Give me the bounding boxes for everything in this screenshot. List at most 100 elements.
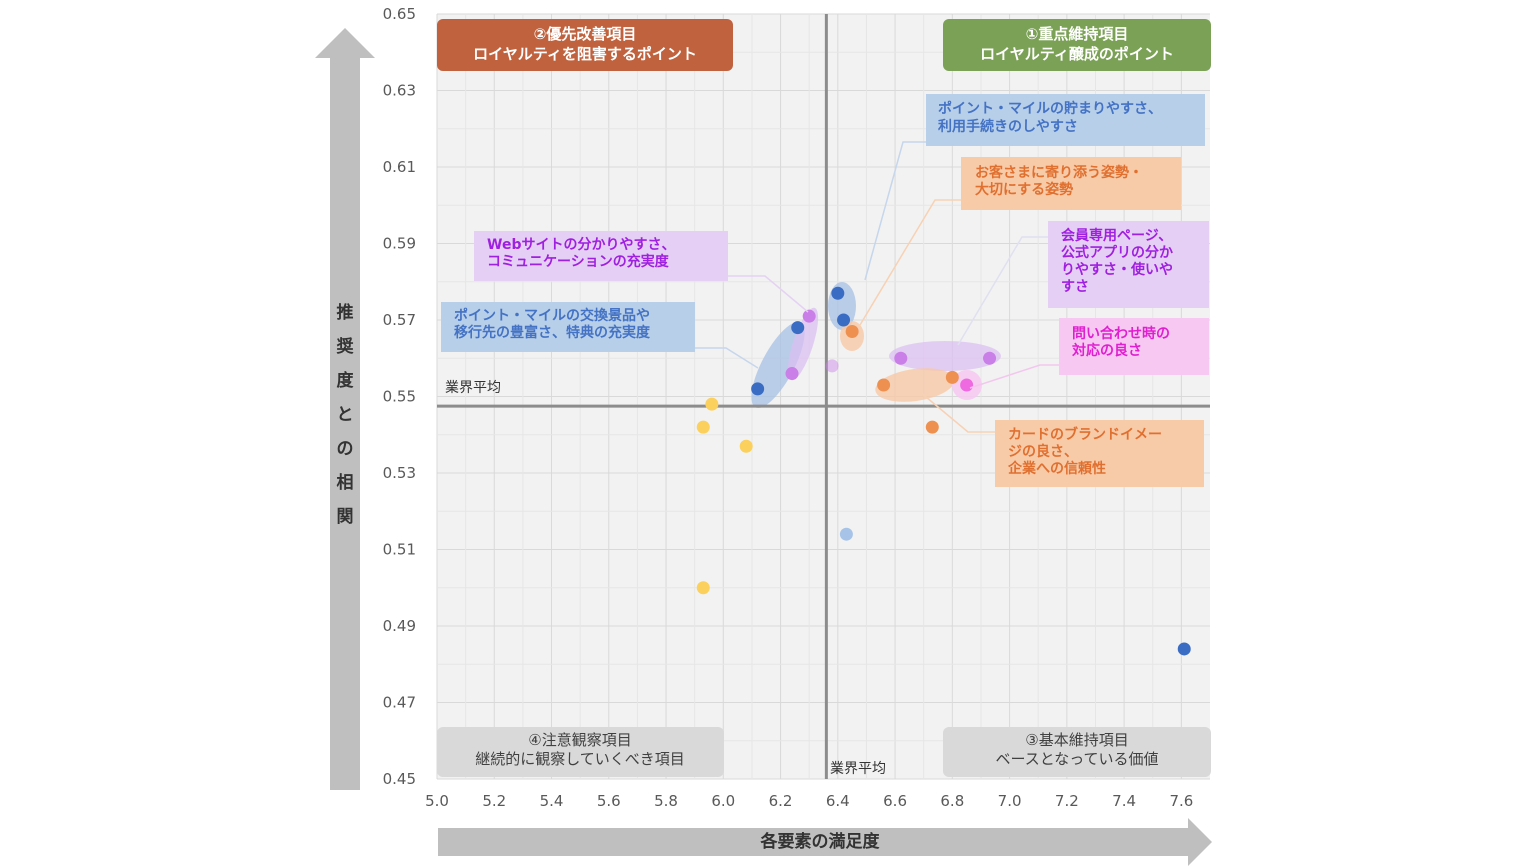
- x-tick-label: 5.0: [425, 792, 449, 810]
- y-tick-label: 0.47: [383, 694, 416, 712]
- quadrant-q3-line2: ベースとなっている価値: [995, 750, 1158, 768]
- y-axis-arrow: [315, 28, 375, 790]
- x-tick-label: 6.4: [826, 792, 850, 810]
- quadrant-q2: ②優先改善項目 ロイヤルティを阻害するポイント: [437, 19, 733, 71]
- callout-member-page-line4: すさ: [1061, 279, 1089, 295]
- callout-mile-exchange: ポイント・マイルの交換景品や 移行先の豊富さ、特典の充実度: [441, 302, 695, 352]
- y-tick-label: 0.61: [383, 158, 416, 176]
- callout-mile-exchange-line2: 移行先の豊富さ、特典の充実度: [454, 324, 651, 341]
- callout-inquiry: 問い合わせ時の 対応の良さ: [1059, 318, 1209, 375]
- quadrant-q4-line1: ④注意観察項目: [528, 731, 631, 749]
- x-tick-label: 6.6: [883, 792, 907, 810]
- data-point-yellow: [696, 420, 710, 434]
- y-tick-label: 0.55: [383, 388, 416, 406]
- callout-website-line2: コミュニケーションの充実度: [487, 253, 670, 270]
- y-tick-label: 0.57: [383, 311, 416, 329]
- y-tick-label: 0.65: [383, 5, 416, 23]
- callout-inquiry-line1: 問い合わせ時の: [1072, 325, 1170, 342]
- quadrant-q2-box: [437, 19, 733, 71]
- callout-member-page-line1: 会員専用ページ、: [1061, 227, 1172, 244]
- data-points: [696, 286, 1191, 656]
- data-point-yellow: [739, 439, 753, 453]
- leader-customer-attitude: [859, 199, 961, 326]
- y-axis-title-char: の: [337, 439, 354, 459]
- quadrant-q3-box: [943, 727, 1211, 777]
- y-tick-label: 0.63: [383, 82, 416, 100]
- callout-customer-attitude: お客さまに寄り添う姿勢・ 大切にする姿勢: [961, 157, 1181, 210]
- avg-label-horizontal: 業界平均: [445, 380, 501, 396]
- callout-brand-line2: ジの良さ、: [1008, 443, 1078, 460]
- callout-website: Webサイトの分かりやすさ、 コミュニケーションの充実度: [474, 231, 728, 281]
- x-tick-label: 7.2: [1055, 792, 1079, 810]
- x-tick-label: 5.2: [482, 792, 506, 810]
- data-point-purple: [894, 351, 908, 365]
- x-tick-label: 5.4: [540, 792, 564, 810]
- cluster-orange-right: [875, 368, 955, 402]
- data-point-blue: [837, 313, 851, 327]
- y-axis-title-char: 関: [337, 507, 354, 527]
- leader-brand: [919, 391, 995, 433]
- data-point-yellow: [696, 581, 710, 595]
- leader-mile-exchange: [694, 347, 759, 369]
- x-tick-label: 7.0: [998, 792, 1022, 810]
- y-tick-label: 0.49: [383, 617, 416, 635]
- x-tick-label: 6.8: [940, 792, 964, 810]
- y-tick-label: 0.51: [383, 541, 416, 559]
- x-tick-label: 7.6: [1169, 792, 1193, 810]
- x-tick-label: 5.8: [654, 792, 678, 810]
- y-tick-label: 0.53: [383, 464, 416, 482]
- x-tick-label: 5.6: [597, 792, 621, 810]
- quadrant-q1-line2: ロイヤルティ醸成のポイント: [980, 45, 1174, 63]
- data-point-purple: [785, 367, 799, 381]
- data-point-purple: [983, 351, 997, 365]
- y-tick-label: 0.59: [383, 235, 416, 253]
- data-point-blue: [1177, 642, 1191, 656]
- leader-website: [728, 275, 809, 313]
- x-tick-label: 7.4: [1112, 792, 1136, 810]
- data-point-blue: [791, 321, 805, 335]
- avg-label-vertical: 業界平均: [830, 761, 886, 777]
- x-tick-label: 6.2: [769, 792, 793, 810]
- data-point-orange: [845, 324, 859, 338]
- quadrant-q3-line1: ③基本維持項目: [1025, 731, 1128, 749]
- quadrant-q4: ④注意観察項目 継続的に観察していくべき項目: [437, 727, 724, 777]
- quadrant-q1-box: [943, 19, 1211, 71]
- data-point-orange: [877, 378, 891, 392]
- x-axis-title: 各要素の満足度: [760, 831, 881, 852]
- data-point-orange: [945, 370, 959, 384]
- callout-mile-accumulate-line1: ポイント・マイルの貯まりやすさ、: [938, 100, 1162, 117]
- cluster-ellipses: [751, 282, 1001, 409]
- quadrant-q1: ①重点維持項目 ロイヤルティ醸成のポイント: [943, 19, 1211, 71]
- quadrant-q4-box: [437, 727, 724, 777]
- leader-inquiry: [969, 364, 1059, 389]
- callout-inquiry-line2: 対応の良さ: [1071, 342, 1142, 359]
- y-axis-title-char: 奨: [336, 336, 355, 357]
- y-axis-title-char: 度: [337, 370, 355, 391]
- quadrant-q2-line2: ロイヤルティを阻害するポイント: [473, 45, 697, 63]
- leader-mile-accumulate: [864, 141, 926, 281]
- callout-brand-line3: 企業への信頼性: [1007, 460, 1106, 477]
- data-point-blue: [751, 382, 765, 396]
- leader-member-page: [957, 236, 1048, 346]
- callout-brand: カードのブランドイメー ジの良さ、 企業への信頼性: [995, 420, 1204, 487]
- x-axis-arrow: [438, 818, 1212, 866]
- callout-mile-exchange-line1: ポイント・マイルの交換景品や: [454, 307, 650, 324]
- x-tick-label: 6.0: [711, 792, 735, 810]
- cluster-blue-left: [751, 321, 805, 409]
- quadrant-q1-line1: ①重点維持項目: [1026, 25, 1129, 43]
- quadrant-q3: ③基本維持項目 ベースとなっている価値: [943, 727, 1211, 777]
- callout-member-page: 会員専用ページ、 公式アプリの分か りやすさ・使いや すさ: [1048, 221, 1209, 308]
- cluster-purple-right: [889, 341, 1001, 371]
- callout-leaders: [694, 141, 1059, 433]
- data-point-pink: [960, 378, 974, 392]
- average-lines: [437, 14, 1210, 779]
- callout-brand-line1: カードのブランドイメー: [1008, 426, 1162, 443]
- callout-member-page-line2: 公式アプリの分か: [1061, 244, 1173, 261]
- tick-labels: 5.0 5.2 5.4 5.6 5.8 6.0 6.2 6.4 6.6 6.8 7.0 7.2 7.4 7…: [383, 5, 1194, 810]
- y-axis-title-char: 推: [337, 302, 354, 323]
- quadrant-q4-line2: 継続的に観察していくべき項目: [475, 750, 685, 768]
- cluster-purple-left: [787, 307, 819, 381]
- y-tick-label: 0.45: [383, 770, 416, 788]
